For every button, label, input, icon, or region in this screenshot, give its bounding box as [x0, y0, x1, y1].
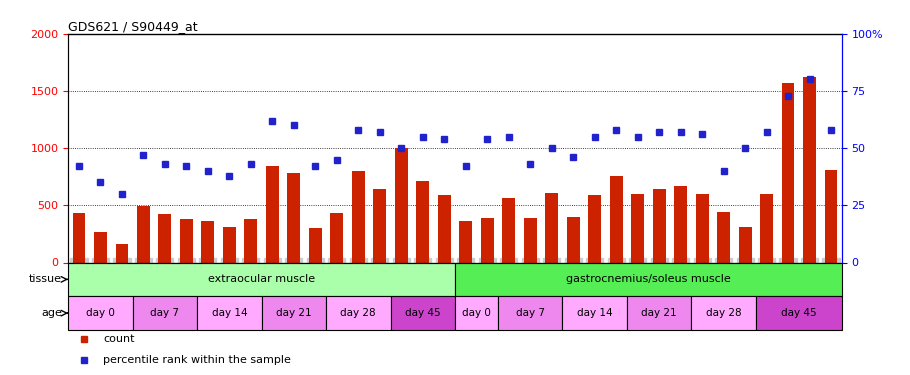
Bar — [760, 194, 773, 262]
Bar — [502, 198, 515, 262]
Bar — [68, 262, 455, 296]
Text: day 21: day 21 — [642, 308, 677, 318]
Text: day 45: day 45 — [781, 308, 816, 318]
Bar — [610, 176, 622, 262]
Text: day 28: day 28 — [706, 308, 742, 318]
Text: gastrocnemius/soleus muscle: gastrocnemius/soleus muscle — [566, 274, 731, 284]
Bar — [460, 221, 472, 262]
Text: day 45: day 45 — [405, 308, 440, 318]
Bar — [782, 83, 794, 262]
Bar — [717, 212, 730, 262]
Text: tissue: tissue — [29, 274, 62, 284]
Text: day 0: day 0 — [462, 308, 490, 318]
Bar — [352, 171, 365, 262]
Text: GDS621 / S90449_at: GDS621 / S90449_at — [68, 20, 197, 33]
Bar — [201, 221, 215, 262]
Bar — [756, 296, 842, 330]
Text: age: age — [41, 308, 62, 318]
Bar — [158, 214, 171, 262]
Bar — [180, 219, 193, 262]
Bar — [137, 207, 150, 262]
Bar — [197, 296, 262, 330]
Bar — [262, 296, 326, 330]
Bar — [632, 194, 644, 262]
Bar — [438, 195, 450, 262]
Text: day 7: day 7 — [516, 308, 545, 318]
Bar — [567, 217, 580, 262]
Text: day 21: day 21 — [276, 308, 311, 318]
Bar — [455, 262, 842, 296]
Bar — [824, 170, 837, 262]
Bar — [395, 148, 408, 262]
Bar — [674, 186, 687, 262]
Text: count: count — [103, 334, 135, 344]
Bar — [245, 219, 258, 262]
Bar — [73, 213, 86, 262]
Bar — [652, 189, 665, 262]
Bar — [266, 166, 278, 262]
Bar — [803, 77, 816, 262]
Text: day 7: day 7 — [150, 308, 179, 318]
Text: day 28: day 28 — [340, 308, 376, 318]
Text: day 14: day 14 — [577, 308, 612, 318]
Bar — [223, 227, 236, 262]
Bar — [692, 296, 756, 330]
Text: day 14: day 14 — [212, 308, 248, 318]
Bar — [116, 244, 128, 262]
Bar — [288, 173, 300, 262]
Bar — [498, 296, 562, 330]
Bar — [133, 296, 197, 330]
Bar — [695, 194, 709, 262]
Bar — [373, 189, 386, 262]
Bar — [545, 193, 558, 262]
Text: extraocular muscle: extraocular muscle — [208, 274, 315, 284]
Bar — [480, 218, 493, 262]
Bar — [390, 296, 455, 330]
Text: percentile rank within the sample: percentile rank within the sample — [103, 355, 291, 365]
Bar — [330, 213, 343, 262]
Bar — [416, 181, 430, 262]
Bar — [308, 228, 322, 262]
Bar — [455, 296, 498, 330]
Bar — [739, 227, 752, 262]
Text: day 0: day 0 — [86, 308, 115, 318]
Bar — [94, 232, 107, 262]
Bar — [588, 195, 602, 262]
Bar — [562, 296, 627, 330]
Bar — [627, 296, 692, 330]
Bar — [524, 218, 537, 262]
Bar — [68, 296, 133, 330]
Bar — [326, 296, 390, 330]
